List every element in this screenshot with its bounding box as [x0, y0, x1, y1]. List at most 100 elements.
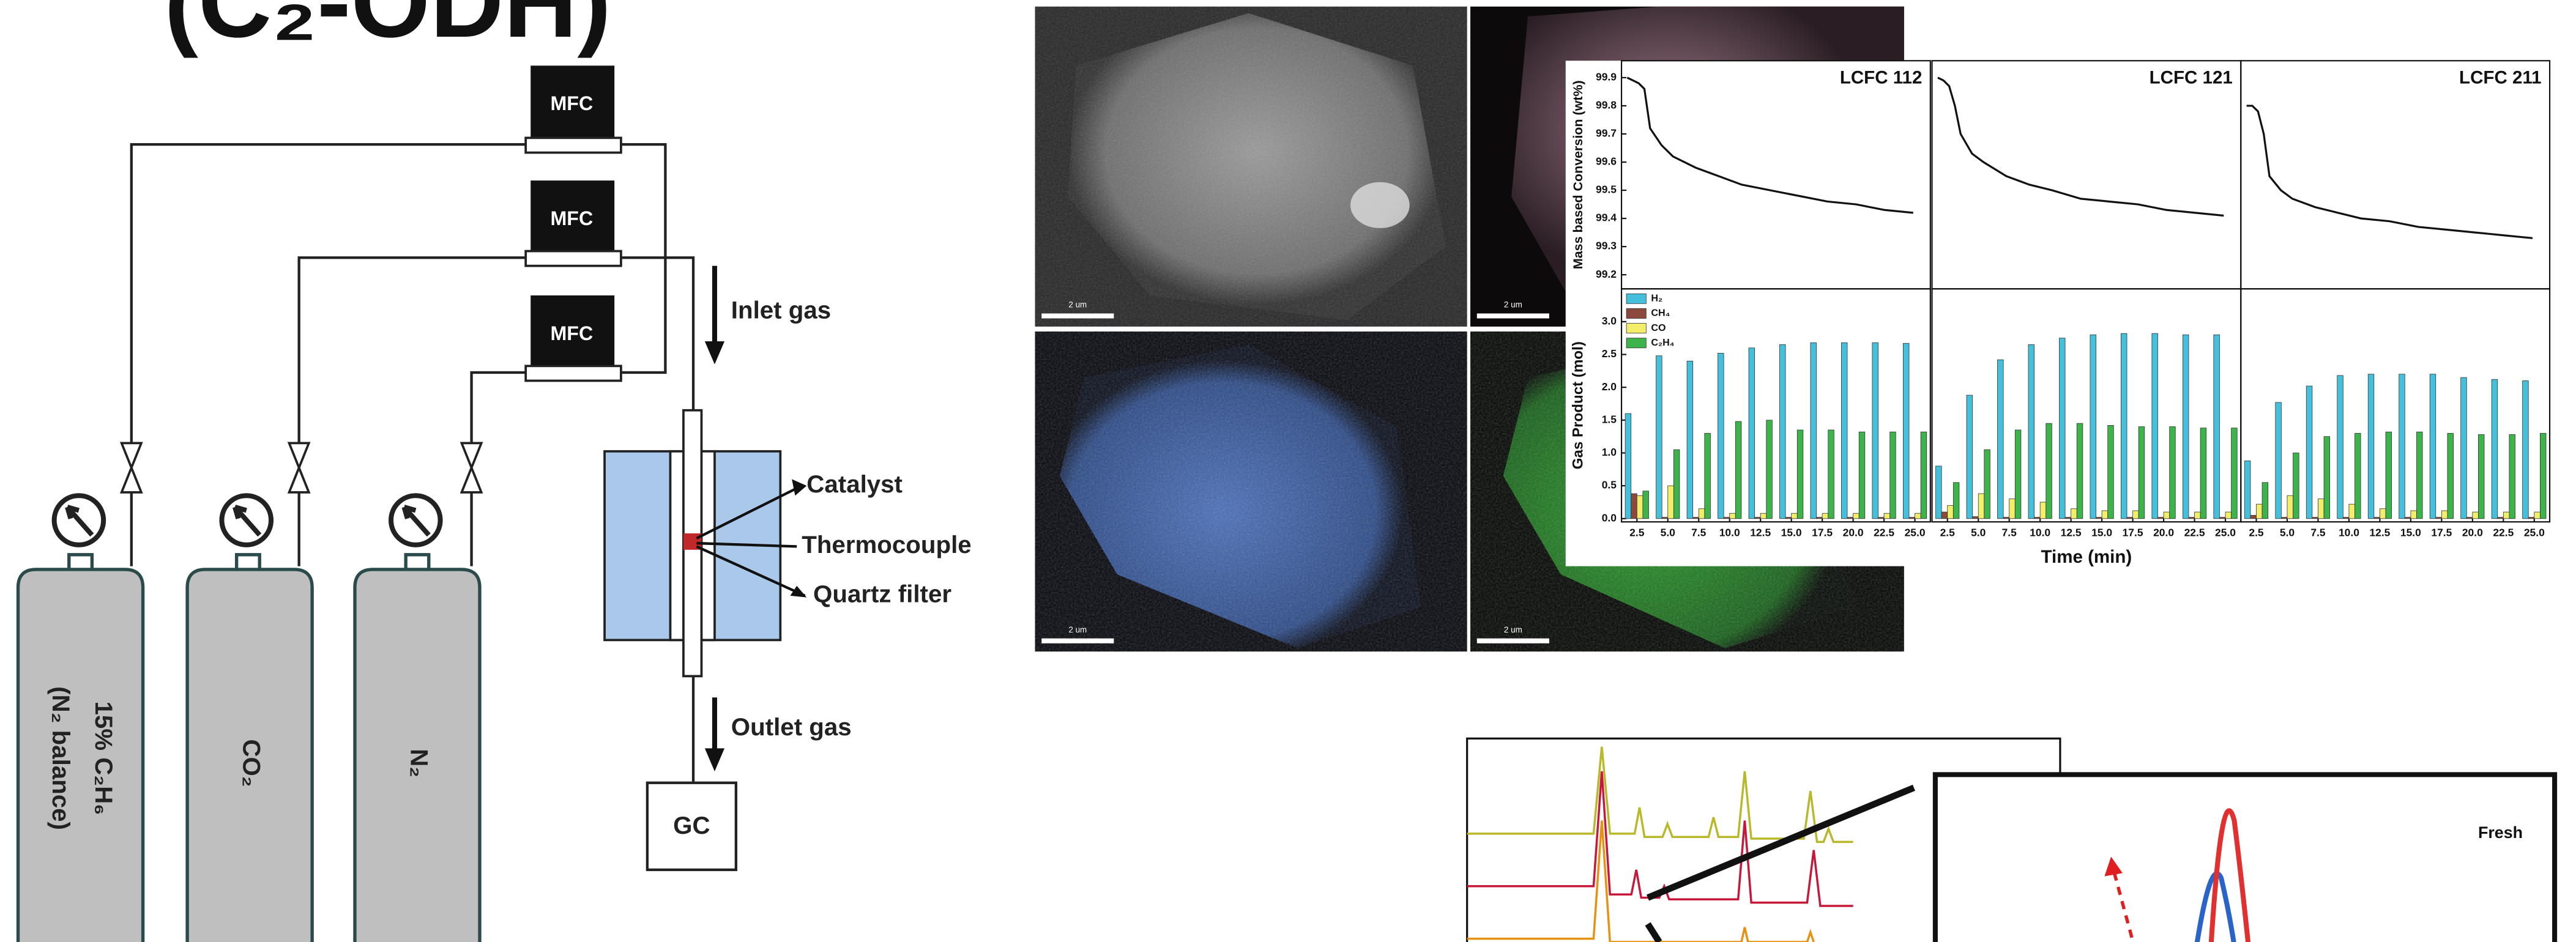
bar	[2337, 376, 2343, 519]
cylinder-label: CO₂	[237, 739, 265, 787]
gauges	[54, 495, 441, 544]
bar	[2139, 427, 2145, 519]
bar	[1817, 517, 1823, 519]
slide: (C₂-ODH) 15% C₂H₆ (N₂ balance) CO₂ N₂ MF…	[0, 0, 2576, 942]
bar	[1841, 343, 1847, 519]
bar	[1973, 517, 1979, 519]
bar	[2183, 335, 2189, 518]
y-tick-label: 1.5	[1602, 413, 1617, 425]
bar	[2368, 374, 2374, 519]
bar	[1984, 450, 1990, 519]
bar	[1978, 494, 1984, 519]
bar	[2077, 423, 2083, 519]
pipe	[472, 373, 526, 566]
bar	[2498, 517, 2504, 519]
x-tick-label: 12.5	[1750, 527, 1771, 539]
bar	[1662, 517, 1668, 519]
bar	[2009, 499, 2016, 519]
bar	[1811, 343, 1817, 519]
bar	[1872, 343, 1878, 519]
bar	[2509, 434, 2515, 518]
pipe	[132, 144, 526, 566]
bar	[2287, 495, 2293, 519]
y-tick-label: 99.5	[1596, 184, 1617, 196]
x-tick-label: 25.0	[2215, 527, 2236, 539]
legend-swatch	[1626, 308, 1646, 318]
x-tick-label: 5.0	[1971, 527, 1986, 539]
bar	[1779, 344, 1785, 518]
bar	[2318, 499, 2324, 519]
bar	[2127, 517, 2133, 519]
bar	[2312, 517, 2318, 519]
legend-label: C₂H₄	[1651, 337, 1674, 348]
y-tick-label: 2.0	[1602, 380, 1617, 393]
bar	[2059, 338, 2065, 519]
outlet-label: Outlet gas	[731, 713, 852, 741]
x-tick-label: 2.5	[1629, 527, 1645, 539]
bar	[2108, 425, 2114, 518]
bar	[2523, 380, 2529, 518]
valves	[122, 443, 482, 492]
x-tick-label: 20.0	[1843, 527, 1864, 539]
bar	[1755, 517, 1761, 519]
y-tick-label: 99.9	[1596, 71, 1617, 83]
cylinder-label: 15% C₂H₆	[90, 702, 117, 815]
bar	[1828, 430, 1834, 519]
bar	[2540, 433, 2546, 519]
legend-swatch	[1626, 338, 1646, 348]
bar	[2244, 461, 2250, 518]
bar	[2096, 517, 2102, 519]
arrow-head	[705, 748, 724, 771]
bar	[1693, 517, 1699, 519]
legend-label: CH₄	[1651, 308, 1670, 319]
y-tick-label: 99.7	[1596, 127, 1617, 139]
y-axis-label: Mass based Conversion (wt%)	[1571, 80, 1585, 269]
bar	[2436, 517, 2442, 519]
legend-swatch	[1626, 324, 1646, 333]
bar	[1631, 494, 1637, 519]
x-tick-label: 17.5	[1812, 527, 1833, 539]
y-tick-label: 99.8	[1596, 99, 1617, 111]
bar	[1699, 509, 1705, 519]
bar	[2015, 430, 2021, 519]
legend-swatch	[1626, 294, 1646, 303]
bar	[2225, 512, 2232, 519]
bar	[1797, 430, 1803, 519]
x-tick-label: 2.5	[1940, 527, 1956, 539]
x-tick-label: 10.0	[2339, 527, 2359, 539]
bar	[1766, 420, 1773, 519]
y-tick-label: 0.5	[1602, 479, 1617, 491]
y-tick-label: 99.3	[1596, 240, 1617, 252]
bar	[2195, 512, 2201, 519]
bar	[2466, 517, 2473, 519]
bar	[2528, 517, 2534, 519]
bar	[1687, 361, 1693, 519]
y-tick-label: 1.0	[1602, 446, 1617, 458]
x-tick-label: 17.5	[2123, 527, 2143, 539]
x-tick-label: 12.5	[2369, 527, 2390, 539]
bar	[1853, 513, 1859, 519]
bar	[2028, 344, 2034, 518]
x-tick-label: 2.5	[2249, 527, 2264, 539]
bar	[2046, 423, 2052, 519]
x-tick-label: 10.0	[2030, 527, 2050, 539]
reactor-label: Thermocouple	[802, 531, 971, 558]
bar	[1637, 495, 1643, 519]
bar	[2448, 433, 2454, 519]
page: { "header": {"title": "(C₂-ODH)"}, "diag…	[0, 0, 2576, 942]
bar	[1656, 356, 1662, 519]
bar	[1718, 353, 1724, 518]
scale-bar-label: 2 um	[1068, 300, 1087, 310]
bar	[1941, 512, 1948, 519]
bar	[2293, 453, 2299, 518]
bar	[1760, 513, 1766, 519]
panel-title: LCFC 211	[2459, 68, 2542, 88]
bar	[2133, 511, 2139, 519]
pipe	[621, 144, 693, 410]
x-tick-label: 22.5	[1874, 527, 1894, 539]
bar	[1785, 517, 1792, 519]
bar	[1903, 343, 1909, 519]
bar	[1936, 466, 1942, 519]
bar	[2386, 432, 2392, 519]
bar	[2416, 432, 2422, 519]
